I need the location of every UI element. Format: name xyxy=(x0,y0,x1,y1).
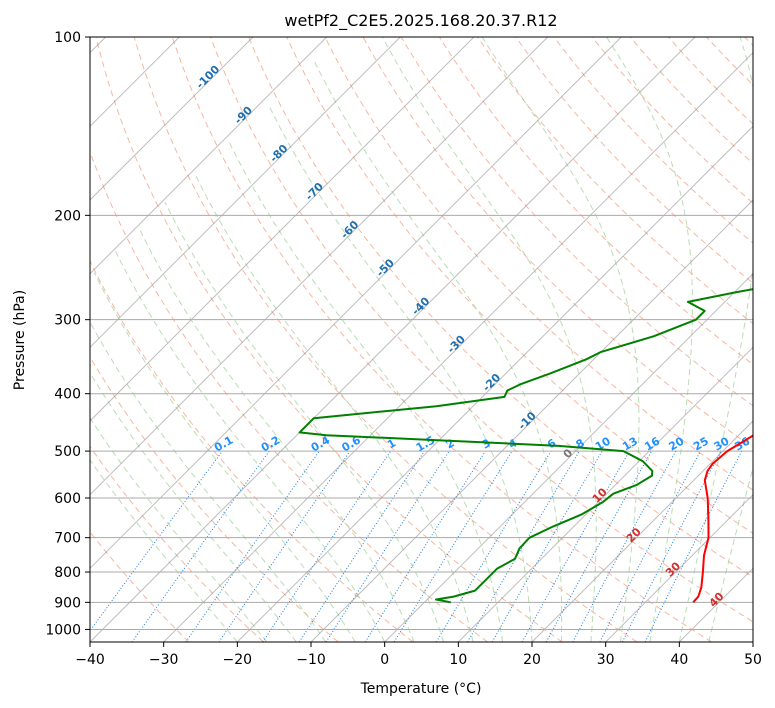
moist-adiabat-line xyxy=(267,104,533,642)
mixing-ratio-line xyxy=(325,450,450,642)
moist-adiabat-line xyxy=(90,417,268,642)
moist-adiabat-line xyxy=(164,201,445,642)
dry-adiabat-line xyxy=(324,37,753,491)
moist-adiabat-line xyxy=(90,459,238,642)
isotherm-line xyxy=(90,37,254,201)
isotherm-line xyxy=(531,420,753,642)
dry-adiabat-line xyxy=(95,37,563,642)
y-tick-label: 800 xyxy=(54,565,81,581)
moist-adiabat-line xyxy=(115,251,386,642)
dewpoint-trace xyxy=(298,288,753,604)
mixing-ratio-line xyxy=(599,450,701,642)
y-tick-label: 900 xyxy=(54,595,81,611)
dry-adiabat-line xyxy=(286,37,753,534)
dry-adiabat-line xyxy=(515,37,753,284)
isotherm-line xyxy=(90,37,622,570)
isotherm-line xyxy=(90,37,475,422)
y-tick-label: 100 xyxy=(54,30,81,46)
background-lines xyxy=(90,37,753,642)
isotherm-line xyxy=(90,37,696,642)
x-tick-label: 10 xyxy=(449,652,467,668)
isotherm-line xyxy=(236,125,753,642)
moist-adiabat-line xyxy=(194,173,474,642)
dry-adiabat-line xyxy=(90,356,339,642)
y-tick-label: 500 xyxy=(54,444,81,460)
isotherm-line xyxy=(90,37,328,275)
mixing-ratio-line xyxy=(298,450,425,642)
chart-title: wetPf2_C2E5.2025.168.20.37.R12 xyxy=(284,11,557,31)
mixing-ratio-line xyxy=(262,450,392,642)
x-axis-label: Temperature (°C) xyxy=(360,681,482,697)
x-tick-label: 0 xyxy=(380,652,389,668)
isotherm-line xyxy=(90,37,549,496)
y-tick-label: 300 xyxy=(54,313,81,329)
moist-adiabat-line xyxy=(606,37,693,642)
dry-adiabat-line xyxy=(210,37,753,623)
dry-adiabat-line xyxy=(248,37,753,578)
moist-adiabat-line xyxy=(138,227,415,642)
dry-adiabat-line xyxy=(90,259,414,642)
sounding-traces xyxy=(298,288,753,604)
mixing-ratio-line xyxy=(545,450,653,642)
y-tick-label: 400 xyxy=(54,387,81,403)
x-tick-label: −30 xyxy=(149,652,179,668)
moist-adiabat-line xyxy=(314,61,563,642)
dry-adiabat-line xyxy=(133,37,638,642)
moist-adiabat-line xyxy=(678,37,753,642)
isotherm-line xyxy=(90,37,401,349)
isotherm-line xyxy=(384,272,753,642)
x-tick-label: −20 xyxy=(223,652,253,668)
temperature-trace xyxy=(692,434,753,603)
x-tick-label: −40 xyxy=(75,652,105,668)
moist-adiabat-line xyxy=(93,272,356,642)
dry-adiabat-line xyxy=(90,445,264,642)
mixing-ratio-line xyxy=(131,450,270,642)
mixing-ratio-line xyxy=(90,450,223,632)
isotherm-line xyxy=(310,199,753,642)
y-tick-label: 200 xyxy=(54,208,81,224)
plot-frame xyxy=(89,36,754,643)
axis-ticks: −40 −30 −20 −10 0 10 20 30 40 50 100 200 300 400 500 60… xyxy=(45,30,762,668)
moist-adiabat-line xyxy=(481,37,640,642)
y-tick-label: 700 xyxy=(54,531,81,547)
y-tick-label: 1000 xyxy=(45,622,81,638)
mixing-ratio-line xyxy=(467,450,580,642)
isotherm-line xyxy=(457,346,753,642)
mixing-ratio-line xyxy=(435,450,552,642)
isotherm-line xyxy=(163,51,753,642)
moist-adiabat-line xyxy=(381,37,597,642)
y-tick-label: 600 xyxy=(54,491,81,507)
isotherm-line xyxy=(605,493,753,642)
mixing-ratio-line xyxy=(364,450,486,642)
x-tick-label: 20 xyxy=(523,652,541,668)
dry-adiabat-line xyxy=(171,37,712,642)
mixing-ratio-line xyxy=(621,450,722,642)
x-tick-label: 30 xyxy=(597,652,615,668)
x-tick-label: 40 xyxy=(670,652,688,668)
moist-adiabat-line xyxy=(708,465,753,642)
x-tick-label: −10 xyxy=(296,652,326,668)
x-tick-label: 50 xyxy=(744,652,762,668)
y-axis-label: Pressure (hPa) xyxy=(12,290,28,390)
